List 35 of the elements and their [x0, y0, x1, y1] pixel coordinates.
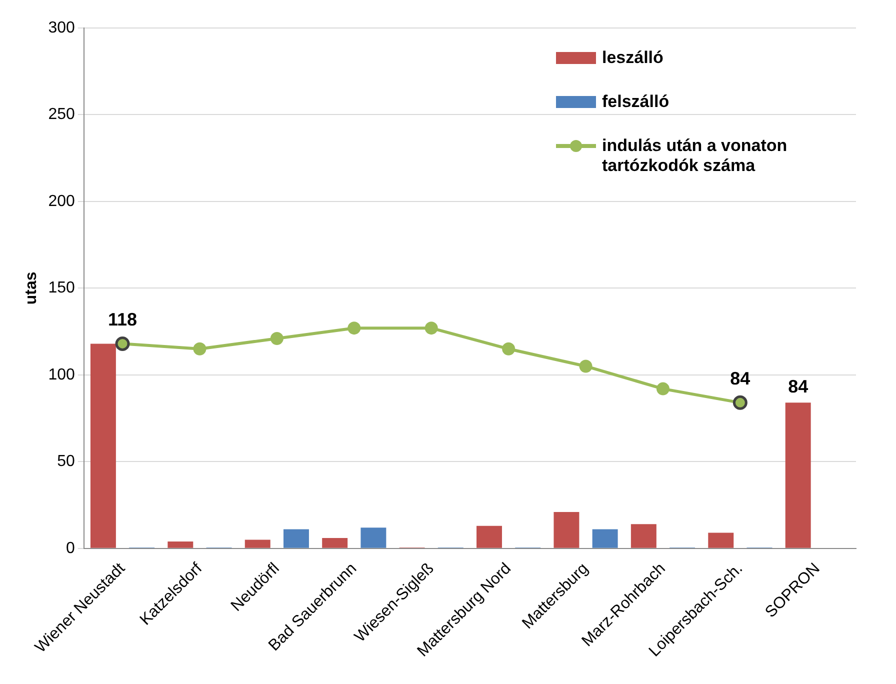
- y-tick-label: 200: [48, 192, 75, 210]
- point: [656, 382, 670, 396]
- point: [579, 360, 592, 373]
- point: [424, 322, 438, 335]
- y-tick-label: 50: [57, 453, 75, 470]
- point: [115, 336, 130, 351]
- data-label: 118: [108, 310, 138, 330]
- legend-label: leszálló: [602, 48, 664, 68]
- bar: [360, 528, 386, 548]
- bar: [168, 541, 194, 548]
- bar: [90, 344, 116, 548]
- bar: [476, 526, 502, 548]
- bar: [554, 512, 580, 548]
- y-tick-label: 150: [48, 280, 75, 297]
- point: [502, 342, 516, 356]
- point: [732, 395, 748, 410]
- bar: [244, 540, 270, 548]
- bar: [785, 402, 811, 548]
- point: [193, 342, 206, 356]
- legend-label: indulás után a vonaton tartózkodók száma: [602, 136, 788, 176]
- y-axis-title: utas: [23, 272, 40, 305]
- bar: [322, 538, 348, 548]
- data-label: 84: [730, 368, 750, 389]
- y-tick-label: 100: [48, 366, 75, 384]
- bar: [592, 529, 618, 548]
- bar: [708, 532, 734, 548]
- y-tick-label: 0: [66, 540, 75, 557]
- data-label: 84: [788, 376, 808, 397]
- y-tick-label: 250: [48, 106, 75, 124]
- bar: [283, 529, 309, 548]
- legend-label: felszálló: [602, 92, 670, 112]
- bar: [630, 524, 656, 548]
- point: [270, 332, 284, 345]
- point: [348, 322, 361, 335]
- y-tick-label: 300: [48, 19, 75, 36]
